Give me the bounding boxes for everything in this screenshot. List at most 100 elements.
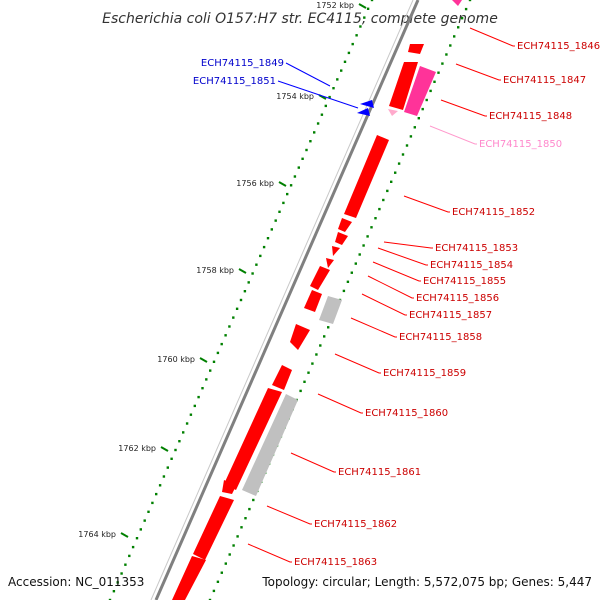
gc-dot-outer [324, 104, 327, 108]
gc-dot-outer [313, 131, 316, 134]
gc-dot-inner [382, 198, 385, 202]
gene-arrow-1857b[interactable] [304, 290, 322, 312]
gc-dot-inner [421, 107, 424, 111]
gene-label-ech74115_1855[interactable]: ECH74115_1855 [423, 276, 506, 287]
tick-mark [238, 268, 247, 274]
gc-dot-outer [139, 528, 142, 531]
gene-arrow-1850[interactable] [388, 109, 398, 116]
gc-dot-inner [240, 526, 243, 529]
gene-label-ech74115_1859[interactable]: ECH74115_1859 [383, 368, 466, 379]
leader-line [403, 195, 450, 213]
gene-label-ech74115_1852[interactable]: ECH74115_1852 [452, 207, 535, 218]
gene-arrow-1849[interactable] [360, 100, 374, 108]
gene-arrow-1855[interactable] [332, 246, 340, 256]
tick-label: 1764 kbp [78, 530, 116, 539]
gc-dot-inner [216, 580, 220, 583]
gene-label-ech74115_1846[interactable]: ECH74115_1846 [517, 41, 600, 52]
gc-dot-outer [255, 263, 258, 266]
gc-dot-outer [228, 325, 231, 328]
gene-arrow-1859[interactable] [290, 324, 310, 350]
gene-labels: ECH74115_1849 ECH74115_1851 ECH74115_1846 E… [193, 41, 600, 568]
leader-line [372, 261, 421, 282]
gene-arrow-1852[interactable] [344, 135, 389, 218]
gene-arrow-1858[interactable] [319, 296, 342, 324]
gene-arrow-1846[interactable] [452, 0, 462, 6]
gc-dot-inner [362, 244, 365, 247]
tick-label: 1760 kbp [157, 355, 195, 364]
gc-dot-outer [124, 563, 127, 566]
gc-dot-outer [274, 219, 277, 222]
gc-dot-inner [417, 117, 420, 120]
gc-dot-outer [262, 245, 266, 249]
gene-label-ech74115_1853[interactable]: ECH74115_1853 [435, 243, 518, 254]
gene-label-ech74115_1863[interactable]: ECH74115_1863 [294, 557, 377, 568]
gene-arrow-1856[interactable] [326, 258, 334, 268]
gc-dot-outer [232, 316, 235, 319]
gene-label-ech74115_1850[interactable]: ECH74115_1850 [479, 139, 562, 150]
gc-dot-outer [182, 431, 185, 434]
gene-label-ech74115_1861[interactable]: ECH74115_1861 [338, 467, 421, 478]
gc-dot-outer [143, 519, 146, 522]
gc-dot-inner [327, 326, 330, 329]
tick-label: 1752 kbp [316, 1, 354, 10]
leader-line [285, 62, 331, 87]
gc-dot-inner [397, 162, 401, 165]
gc-dot-outer [189, 413, 193, 416]
tick-label: 1754 kbp [276, 92, 314, 101]
gene-label-ech74115_1860[interactable]: ECH74115_1860 [365, 408, 448, 419]
gc-dot-inner [433, 80, 436, 83]
gc-dot-inner [460, 17, 464, 20]
gc-dot-inner [228, 553, 231, 556]
leader-line [277, 80, 359, 109]
gene-arrow-1851[interactable] [357, 108, 370, 116]
gene-arrow-1847-red[interactable] [408, 44, 424, 54]
gc-dot-outer [247, 281, 250, 284]
gc-dot-outer [301, 157, 304, 160]
gc-dot-inner [386, 189, 389, 193]
gene-arrow-1854[interactable] [335, 232, 348, 245]
gc-dot-inner [319, 344, 322, 347]
gc-dot-inner [366, 235, 369, 238]
gc-dot-outer [170, 457, 173, 460]
gene-arrow-1861[interactable] [242, 394, 298, 496]
gene-arrow-1862[interactable] [222, 480, 236, 494]
gene-label-ech74115_1858[interactable]: ECH74115_1858 [399, 332, 482, 343]
gene-arrow-1862b[interactable] [193, 496, 234, 560]
gc-dot-outer [108, 598, 112, 600]
gc-dot-outer [220, 342, 223, 346]
gc-dot-outer [343, 60, 347, 63]
leader-line [383, 241, 433, 249]
gene-arrow-1847[interactable] [389, 62, 418, 110]
gene-label-ech74115_1851[interactable]: ECH74115_1851 [193, 76, 276, 87]
gene-label-ech74115_1862[interactable]: ECH74115_1862 [314, 519, 397, 530]
gc-dot-inner [413, 126, 416, 129]
gene-arrow-1857[interactable] [310, 266, 330, 290]
gc-dot-inner [390, 180, 393, 183]
gc-dot-outer [197, 395, 200, 399]
gene-arrow-1860[interactable] [272, 365, 292, 390]
gc-dot-outer [224, 334, 227, 337]
gc-dot-inner [315, 353, 318, 356]
tick-mark [160, 446, 169, 452]
gc-dot-inner [208, 598, 212, 600]
gc-dot-outer [366, 7, 370, 10]
gene-label-ech74115_1854[interactable]: ECH74115_1854 [430, 260, 513, 271]
gc-dot-inner [441, 62, 444, 65]
gc-dot-outer [320, 113, 324, 116]
gc-dot-outer [347, 51, 351, 55]
gene-arrow-1853[interactable] [338, 218, 352, 232]
gene-arrow-1861-red[interactable] [224, 388, 282, 490]
gc-dot-inner [429, 89, 432, 93]
gene-label-ech74115_1857[interactable]: ECH74115_1857 [409, 310, 492, 321]
gene-label-ech74115_1847[interactable]: ECH74115_1847 [503, 75, 586, 86]
gene-label-ech74115_1848[interactable]: ECH74115_1848 [489, 111, 572, 122]
gene-arrow-1848[interactable] [404, 66, 436, 116]
genome-backbone-inner [150, 0, 414, 600]
gene-label-ech74115_1849[interactable]: ECH74115_1849 [201, 58, 284, 69]
gene-arrow-1863[interactable] [172, 556, 206, 600]
gc-dot-outer [278, 210, 281, 213]
gene-label-ech74115_1856[interactable]: ECH74115_1856 [416, 293, 499, 304]
gc-dot-outer [328, 95, 331, 99]
gc-dot-outer [266, 237, 270, 240]
